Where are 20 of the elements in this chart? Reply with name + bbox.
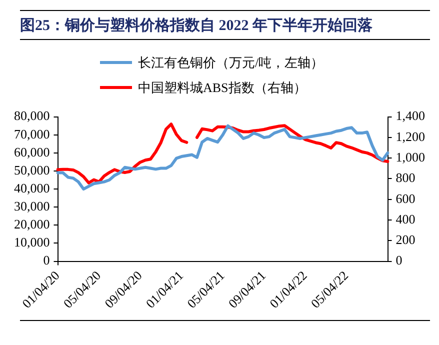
y-tick-label: 0: [43, 252, 50, 268]
y-tick-label: 10,000: [14, 234, 50, 250]
y2-tick-label: 1,400: [396, 108, 425, 124]
y2-tick-label: 400: [396, 211, 416, 226]
legend-label: 长江有色铜价（万元/吨，左轴）: [138, 54, 324, 72]
legend-label: 中国塑料城ABS指数（右轴）: [138, 78, 306, 96]
y2-tick-label: 0: [396, 252, 402, 268]
y2-tick-label: 800: [396, 170, 416, 186]
y-tick-label: 30,000: [14, 198, 50, 214]
y2-tick-label: 200: [396, 232, 416, 248]
y-tick-label: 70,000: [14, 126, 50, 142]
y2-tick-label: 600: [396, 190, 416, 206]
chart-title: 图25：铜价与塑料价格指数自 2022 年下半年开始回落: [20, 16, 430, 40]
y-tick-label: 20,000: [14, 216, 50, 232]
y-tick-label: 50,000: [14, 162, 50, 178]
y-tick-label: 60,000: [14, 144, 50, 160]
y-tick-label: 80,000: [14, 108, 50, 124]
y2-tick-label: 1,000: [396, 150, 425, 165]
y-tick-label: 40,000: [14, 180, 50, 196]
y2-tick-label: 1,200: [396, 128, 425, 144]
